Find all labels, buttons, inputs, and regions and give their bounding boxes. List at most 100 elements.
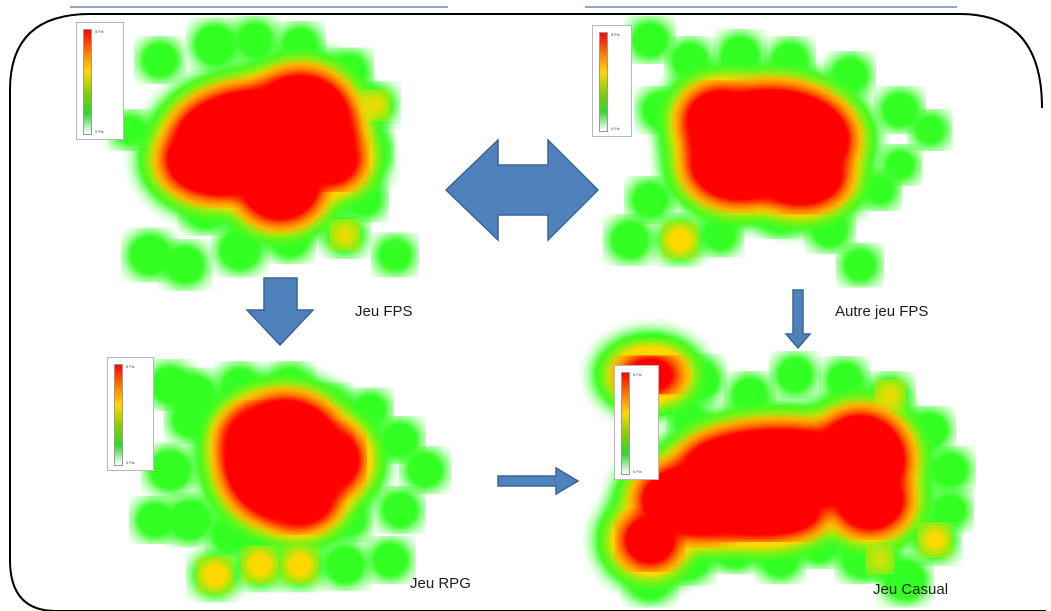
heat-blob <box>274 370 306 400</box>
heat-blob <box>222 233 258 267</box>
heat-blob <box>174 405 206 435</box>
color-scale-casual: 5 Fix 0 Fix <box>614 365 659 480</box>
right-arrow <box>497 466 580 496</box>
heat-blob <box>270 470 330 520</box>
heatmap-fps <box>116 25 410 281</box>
color-scale-bar <box>83 29 92 135</box>
heat-blob <box>690 95 750 145</box>
heat-blob <box>628 520 672 560</box>
heatmap-casual <box>599 339 966 597</box>
heat-blob <box>274 225 306 255</box>
top-rule-left <box>70 6 448 8</box>
heat-blob <box>245 155 315 215</box>
heat-blob <box>779 360 811 390</box>
heat-blob <box>886 152 914 178</box>
color-scale-other-fps: 5 Fix 0 Fix <box>592 25 632 137</box>
heat-blob <box>335 506 365 534</box>
heat-blob <box>632 563 668 597</box>
heat-blob <box>840 475 900 525</box>
scale-min-label: 0 Fix <box>611 126 620 131</box>
heat-blob <box>934 455 966 485</box>
heat-blob <box>914 415 946 445</box>
heat-blob <box>866 177 894 203</box>
heat-blob <box>255 80 345 160</box>
heat-blob <box>634 185 666 215</box>
heat-blob <box>634 25 666 55</box>
heat-blob <box>871 551 889 569</box>
heat-blob <box>197 28 233 62</box>
rounded-frame <box>9 13 1046 611</box>
heat-blob <box>705 221 735 249</box>
heat-blob <box>235 516 265 544</box>
top-rule-right <box>585 6 957 8</box>
down-arrow-left <box>245 277 315 347</box>
caption-rpg: Jeu RPG <box>410 575 471 592</box>
heat-blob <box>365 95 385 115</box>
heat-blob <box>224 370 256 400</box>
heat-blob <box>239 25 271 55</box>
heatmap-rpg <box>139 369 441 592</box>
heat-blob <box>132 238 168 272</box>
caption-other-fps: Autre jeu FPS <box>835 303 929 320</box>
heat-blob <box>355 396 385 424</box>
caption-casual: Jeu Casual <box>873 581 949 598</box>
heatmap-other-fps <box>613 25 944 279</box>
heat-blob <box>644 95 676 125</box>
heat-blob <box>350 186 380 214</box>
heat-blob <box>814 215 846 245</box>
scale-max-label: 5 Fix <box>95 29 104 34</box>
color-scale-bar <box>621 372 630 475</box>
heat-blob <box>288 553 312 577</box>
heat-blob <box>335 225 355 245</box>
heat-blob <box>719 535 751 565</box>
heat-blob <box>880 385 900 405</box>
heat-blob <box>152 453 188 487</box>
heat-blob <box>804 530 836 560</box>
heat-blob <box>230 415 290 465</box>
scale-min-label: 0 Fix <box>633 469 642 474</box>
heat-blob <box>774 45 806 75</box>
heat-blob <box>144 45 176 75</box>
heat-blob <box>884 95 916 125</box>
color-scale-rpg: 5 Fix 0 Fix <box>107 357 154 471</box>
heat-blob <box>675 406 705 434</box>
heat-blob <box>188 194 222 226</box>
scale-min-label: 0 Fix <box>126 460 135 465</box>
heat-blob <box>170 130 270 190</box>
heat-blob <box>380 241 410 269</box>
heat-blob <box>764 545 796 575</box>
heat-blob <box>203 563 227 587</box>
heat-blob <box>384 495 416 525</box>
heat-blob <box>248 553 272 577</box>
heat-blob <box>177 378 213 412</box>
heat-blob <box>916 117 944 143</box>
caption-fps: Jeu FPS <box>355 303 413 320</box>
heat-blob <box>668 228 692 252</box>
heat-blob <box>613 224 647 256</box>
heat-blob <box>683 364 717 396</box>
compare-double-arrow <box>444 138 600 242</box>
heat-blob <box>374 545 406 575</box>
heat-blob <box>887 563 923 597</box>
heat-blob <box>284 30 316 60</box>
heat-blob <box>674 45 706 75</box>
heat-blob <box>834 60 866 90</box>
heat-blob <box>723 39 757 71</box>
heat-blob <box>673 544 707 576</box>
heat-blob <box>409 455 441 485</box>
heat-blob <box>760 150 840 200</box>
heat-blob <box>734 380 766 410</box>
scale-max-label: 5 Fix <box>126 364 135 369</box>
heat-blob <box>700 490 820 530</box>
heat-blob <box>168 249 202 281</box>
heat-blob <box>315 435 355 485</box>
heat-blob <box>305 140 355 180</box>
heat-blob <box>328 549 362 581</box>
scale-min-label: 0 Fix <box>95 129 104 134</box>
down-arrow-right <box>784 289 812 350</box>
heat-blob <box>924 529 946 551</box>
color-scale-fps: 5 Fix 0 Fix <box>76 22 124 140</box>
heat-blob <box>845 251 875 279</box>
